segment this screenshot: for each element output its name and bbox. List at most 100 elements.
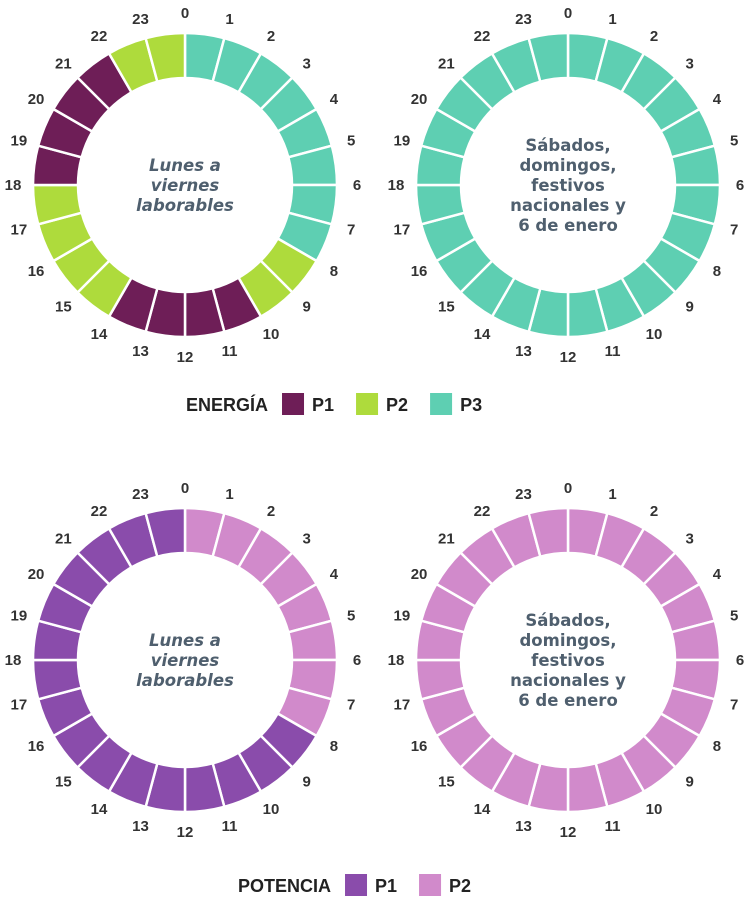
hour-label-14: 14 [474, 326, 491, 343]
hour-label-3: 3 [302, 530, 310, 547]
hour-label-18: 18 [388, 177, 405, 194]
hour-label-8: 8 [330, 738, 338, 755]
hour-label-23: 23 [515, 11, 532, 28]
hour-label-3: 3 [685, 530, 693, 547]
hour-label-22: 22 [91, 28, 108, 45]
ring-center-label: Lunes a viernes laborables [136, 631, 234, 690]
hour-label-11: 11 [222, 343, 238, 360]
hour-label-23: 23 [132, 486, 149, 503]
hour-label-21: 21 [438, 530, 455, 547]
legend-swatch-p1 [282, 393, 305, 415]
hour-label-19: 19 [11, 607, 28, 624]
hour-label-1: 1 [225, 11, 233, 28]
legend-label-p3: P3 [460, 395, 482, 415]
legend-title: POTENCIA [238, 876, 331, 896]
legend-swatch-p2 [356, 393, 379, 415]
hour-label-7: 7 [347, 222, 355, 239]
hour-label-6: 6 [353, 177, 361, 194]
hour-label-12: 12 [560, 349, 577, 366]
hour-segment-23 [527, 31, 570, 84]
hour-label-13: 13 [132, 818, 149, 835]
hour-label-17: 17 [11, 697, 28, 714]
hour-label-15: 15 [438, 299, 455, 316]
hour-label-6: 6 [353, 652, 361, 669]
hour-label-7: 7 [730, 222, 738, 239]
legend-label-p2: P2 [386, 395, 408, 415]
hour-label-23: 23 [515, 486, 532, 503]
potencia-ring-weekday: 0 1234567891011121314151617181920212223Lu… [5, 480, 362, 841]
hour-label-12: 12 [177, 824, 194, 841]
ring-center-label: Lunes a viernes laborables [136, 156, 234, 215]
hour-label-3: 3 [302, 55, 310, 72]
hour-label-12: 12 [560, 824, 577, 841]
hour-label-16: 16 [411, 738, 428, 755]
hour-label-20: 20 [411, 91, 428, 108]
hour-label-8: 8 [713, 263, 721, 280]
hour-label-22: 22 [91, 503, 108, 520]
hour-label-9: 9 [302, 774, 310, 791]
hour-label-9: 9 [685, 299, 693, 316]
hour-label-21: 21 [55, 55, 72, 72]
hour-label-6: 6 [736, 652, 744, 669]
hour-label-21: 21 [438, 55, 455, 72]
hour-label-21: 21 [55, 530, 72, 547]
hour-label-4: 4 [713, 566, 722, 583]
hour-label-14: 14 [91, 801, 108, 818]
legend-title: ENERGÍA [186, 394, 268, 415]
hour-label-11: 11 [605, 343, 621, 360]
hour-segment-23 [144, 31, 187, 84]
legend-label-p1: P1 [375, 876, 397, 896]
hour-label-10: 10 [263, 326, 280, 343]
hour-label-0: 0 [564, 480, 572, 497]
hour-label-4: 4 [713, 91, 722, 108]
hour-label-20: 20 [28, 91, 45, 108]
hour-label-16: 16 [28, 738, 45, 755]
energia-ring-weekend: 0 1234567891011121314151617181920212223Sá… [388, 5, 745, 366]
hour-label-5: 5 [347, 132, 355, 149]
hour-label-7: 7 [347, 697, 355, 714]
hour-label-11: 11 [605, 818, 621, 835]
hour-label-10: 10 [263, 801, 280, 818]
hour-label-1: 1 [608, 11, 616, 28]
hour-label-18: 18 [5, 652, 22, 669]
hour-label-10: 10 [646, 326, 663, 343]
hour-label-6: 6 [736, 177, 744, 194]
hour-label-0: 0 [564, 5, 572, 22]
hour-label-20: 20 [411, 566, 428, 583]
hour-label-0: 0 [181, 5, 189, 22]
hour-label-23: 23 [132, 11, 149, 28]
hour-label-18: 18 [388, 652, 405, 669]
hour-label-2: 2 [650, 503, 658, 520]
hour-label-17: 17 [11, 222, 28, 239]
hour-label-1: 1 [225, 486, 233, 503]
hour-label-10: 10 [646, 801, 663, 818]
hour-label-0: 0 [181, 480, 189, 497]
hour-label-2: 2 [267, 503, 275, 520]
hour-label-15: 15 [55, 774, 72, 791]
legend-label-p1: P1 [312, 395, 334, 415]
legend-swatch-p3 [430, 393, 453, 415]
potencia-ring-weekend: 0 1234567891011121314151617181920212223Sá… [388, 480, 745, 841]
hour-label-14: 14 [91, 326, 108, 343]
hour-label-12: 12 [177, 349, 194, 366]
hour-label-22: 22 [474, 28, 491, 45]
hour-label-2: 2 [650, 28, 658, 45]
hour-label-16: 16 [411, 263, 428, 280]
energia-ring-weekday: 0 1234567891011121314151617181920212223Lu… [5, 5, 362, 366]
energia-legend: ENERGÍA P1 P2 P3 [186, 393, 482, 415]
hour-label-7: 7 [730, 697, 738, 714]
hour-label-5: 5 [730, 132, 738, 149]
hour-label-15: 15 [55, 299, 72, 316]
hour-segment-23 [527, 506, 570, 559]
hour-label-5: 5 [730, 607, 738, 624]
hour-label-19: 19 [394, 607, 411, 624]
legend-swatch-p1 [345, 874, 368, 896]
potencia-legend: POTENCIA P1 P2 [238, 874, 471, 896]
hour-label-16: 16 [28, 263, 45, 280]
hour-label-4: 4 [330, 566, 339, 583]
hour-label-3: 3 [685, 55, 693, 72]
hour-label-22: 22 [474, 503, 491, 520]
